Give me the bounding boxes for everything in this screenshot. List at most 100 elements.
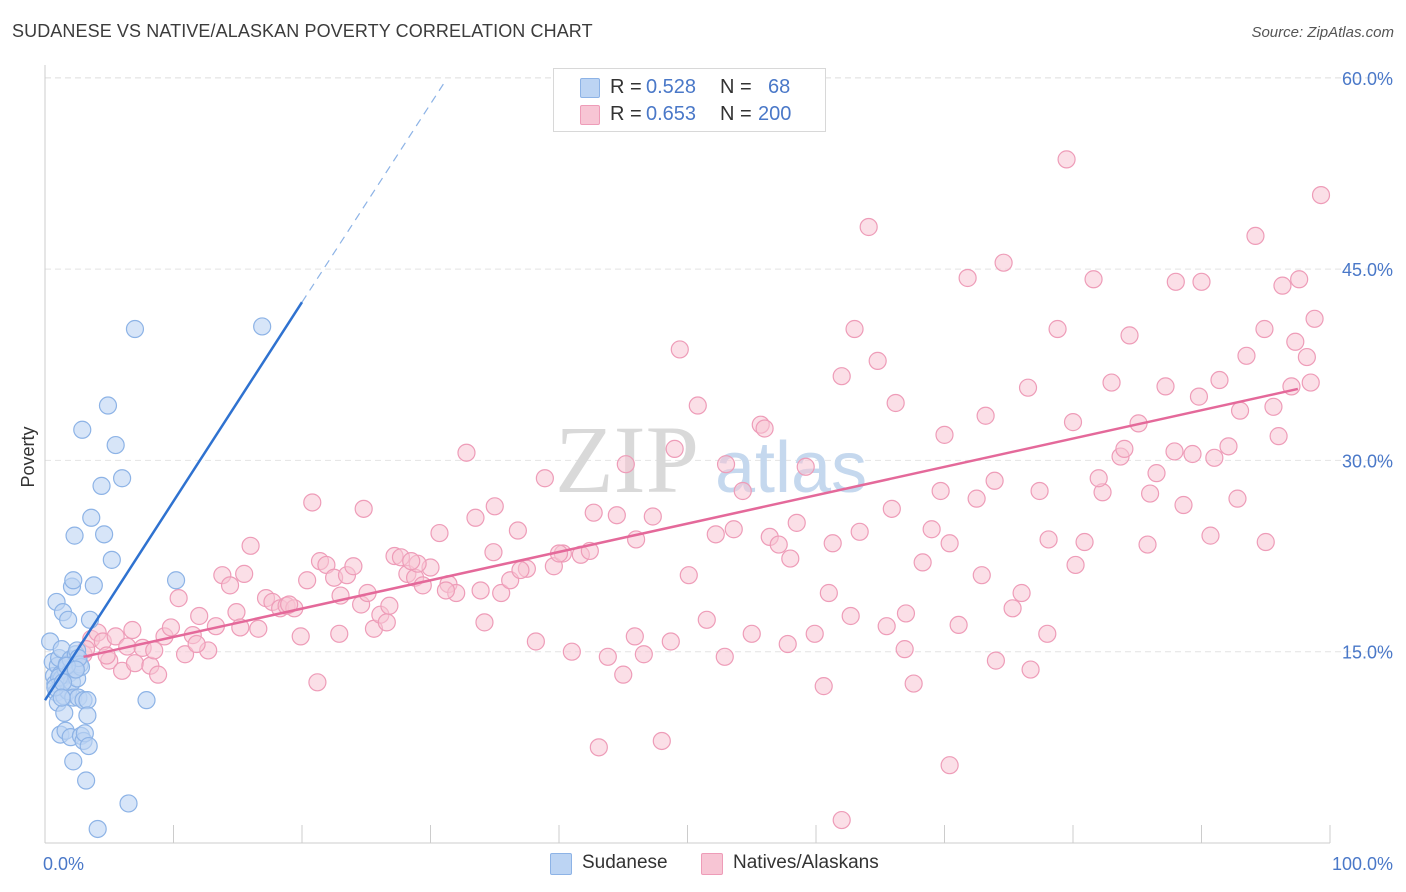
sudanese-point	[55, 703, 74, 723]
natives-alaskans-point	[832, 810, 851, 830]
legend-swatch-blue	[550, 853, 572, 875]
correlation-legend: R = 0.528 N = 68 R = 0.653 N = 200	[553, 68, 826, 132]
natives-alaskans-point	[805, 624, 824, 643]
axes	[44, 65, 1331, 844]
natives-alaskans-point	[161, 618, 181, 637]
natives-alaskans-point	[1201, 526, 1220, 545]
natives-alaskans-point	[614, 665, 633, 684]
natives-alaskans-point	[850, 522, 869, 541]
natives-alaskans-point	[1120, 326, 1139, 345]
natives-alaskans-point	[1089, 469, 1108, 488]
natives-alaskans-point	[280, 595, 299, 614]
natives-alaskans-point	[715, 647, 734, 666]
natives-alaskans-point	[922, 520, 941, 539]
y-axis-label: Poverty	[18, 426, 38, 487]
natives-alaskans-point	[985, 471, 1004, 490]
natives-alaskans-point	[1138, 535, 1157, 554]
natives-alaskans-point	[484, 543, 503, 562]
natives-alaskans-point	[430, 523, 449, 543]
natives-alaskans-point	[344, 557, 363, 576]
natives-alaskans-point	[994, 253, 1013, 272]
sudanese-point	[77, 771, 96, 790]
natives-alaskans-point	[832, 367, 851, 386]
natives-alaskans-point	[1246, 226, 1265, 246]
x-tick-label: 100.0%	[1332, 854, 1393, 874]
natives-alaskans-point	[187, 634, 206, 654]
natives-alaskans-point	[1273, 276, 1292, 295]
natives-alaskans-point	[1038, 624, 1057, 643]
natives-alaskans-point	[1301, 373, 1320, 392]
natives-alaskans-point	[896, 604, 916, 623]
natives-alaskans-point	[1084, 270, 1103, 289]
legend-label-natives-alaskans: Natives/Alaskans	[733, 852, 879, 873]
natives-alaskans-point	[1115, 439, 1134, 458]
natives-alaskans-point	[1290, 270, 1309, 289]
natives-alaskans-point	[643, 507, 662, 526]
natives-alaskans-point	[508, 521, 527, 540]
natives-alaskans-point	[1021, 660, 1040, 679]
natives-alaskans-point	[931, 481, 950, 501]
sudanese-point	[66, 660, 85, 679]
tick-labels: 15.0% 30.0% 45.0% 60.0% 0.0% 100.0%	[43, 69, 1393, 874]
y-tick-label: 15.0%	[1342, 643, 1393, 663]
natives-alaskans-point	[661, 632, 680, 651]
natives-alaskans-point	[706, 525, 725, 544]
natives-alaskans-point	[330, 624, 349, 643]
natives-alaskans-point	[670, 340, 689, 359]
natives-alaskans-point	[1057, 150, 1076, 169]
sudanese-point	[137, 691, 156, 710]
sudanese-point	[98, 396, 118, 415]
natives-alaskans-point	[485, 497, 504, 516]
natives-alaskans-point	[1219, 437, 1238, 456]
sudanese-point	[79, 736, 98, 756]
natives-alaskans-point	[227, 603, 246, 622]
natives-alaskans-point	[949, 615, 968, 635]
natives-alaskans-point	[291, 627, 310, 646]
natives-alaskans-point	[1237, 346, 1256, 365]
natives-alaskans-point	[935, 425, 954, 444]
natives-alaskans-point	[819, 583, 838, 603]
natives-alaskans-point	[778, 634, 797, 654]
natives-alaskans-point	[895, 640, 914, 659]
sudanese-point	[95, 525, 114, 544]
legend-r-value: 0.653	[646, 103, 697, 125]
natives-alaskans-point	[859, 217, 878, 237]
natives-alaskans-point	[492, 583, 511, 603]
natives-alaskans-point	[787, 513, 806, 532]
natives-alaskans-point	[466, 508, 485, 527]
natives-alaskans-point	[823, 534, 842, 553]
natives-alaskans-point	[904, 674, 923, 693]
natives-alaskans-point	[1228, 489, 1247, 508]
natives-alaskans-point	[634, 645, 653, 664]
natives-alaskans-point	[1210, 370, 1229, 390]
natives-alaskans-point	[1165, 442, 1184, 461]
natives-alaskans-point	[1018, 378, 1038, 397]
legend-label-sudanese: Sudanese	[582, 852, 668, 873]
natives-alaskans-point	[235, 564, 254, 583]
sudanese-point	[92, 476, 111, 495]
natives-alaskans-point	[972, 566, 991, 585]
natives-alaskans-point	[175, 645, 195, 664]
natives-alaskans-point	[457, 443, 476, 462]
natives-alaskans-point	[241, 536, 260, 555]
natives-alaskans-point	[298, 571, 317, 590]
sudanese-point	[102, 550, 121, 569]
natives-alaskans-point	[1264, 397, 1283, 416]
natives-alaskans-point	[471, 581, 490, 600]
natives-alaskans-point	[868, 351, 887, 370]
natives-alaskans-point	[303, 493, 322, 512]
natives-alaskans-point	[755, 419, 774, 438]
sudanese-point	[78, 706, 97, 725]
natives-alaskans-point	[845, 319, 864, 339]
natives-alaskans-point	[380, 596, 399, 615]
natives-alaskans-point	[665, 439, 684, 458]
natives-alaskans-point	[598, 647, 617, 666]
natives-alaskans-point	[1012, 583, 1031, 603]
natives-alaskans-point	[796, 457, 815, 476]
natives-alaskans-point	[308, 673, 327, 692]
natives-alaskans-point	[1183, 444, 1202, 464]
natives-alaskans-point	[1003, 599, 1022, 618]
natives-alaskans-point	[148, 665, 168, 684]
natives-alaskans-point	[1039, 530, 1058, 549]
